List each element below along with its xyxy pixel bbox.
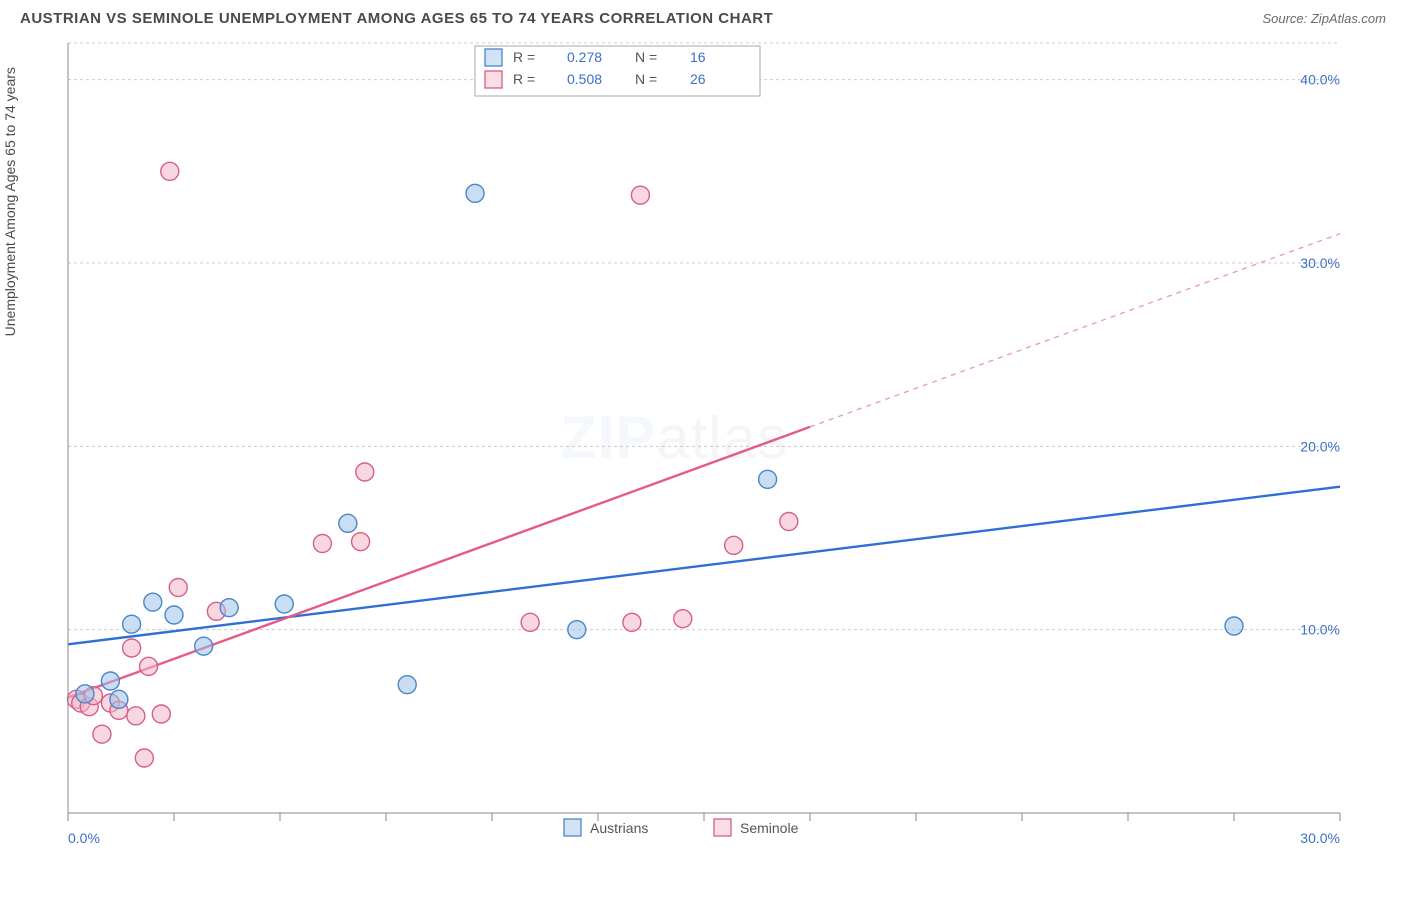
data-point-austrians	[144, 593, 162, 611]
data-point-seminole	[623, 613, 641, 631]
bottom-legend-swatch-seminole	[714, 819, 731, 836]
legend-n-value-austrians: 16	[690, 49, 706, 65]
regression-line-austrians	[68, 487, 1340, 645]
watermark: ZIPatlas	[560, 404, 788, 471]
data-point-seminole	[152, 705, 170, 723]
correlation-scatter-chart: ZIPatlas 0.0% 30.0% 10.0% 20.0% 30.0% 40.0% R =…	[20, 33, 1360, 893]
regression-line-seminole-extrapolated	[810, 234, 1340, 427]
data-point-seminole	[161, 162, 179, 180]
x-tick-label: 30.0%	[1300, 830, 1340, 846]
chart-wrapper: Unemployment Among Ages 65 to 74 years Z…	[20, 33, 1386, 893]
data-point-seminole	[313, 535, 331, 553]
y-tick-label: 40.0%	[1300, 72, 1340, 88]
data-point-seminole	[725, 536, 743, 554]
legend-n-label: N =	[635, 49, 657, 65]
data-point-seminole	[352, 533, 370, 551]
data-point-austrians	[165, 606, 183, 624]
source-site: ZipAtlas.com	[1311, 11, 1386, 26]
x-tick-label: 0.0%	[68, 830, 100, 846]
data-point-seminole	[521, 613, 539, 631]
source-prefix: Source:	[1262, 11, 1310, 26]
data-point-austrians	[568, 621, 586, 639]
bottom-legend-swatch-austrians	[564, 819, 581, 836]
regression-line-seminole	[68, 427, 810, 698]
data-point-seminole	[140, 657, 158, 675]
data-point-austrians	[759, 470, 777, 488]
data-point-seminole	[674, 610, 692, 628]
chart-header: AUSTRIAN VS SEMINOLE UNEMPLOYMENT AMONG …	[20, 10, 1386, 27]
y-tick-label: 20.0%	[1300, 438, 1340, 454]
data-point-seminole	[127, 707, 145, 725]
data-point-austrians	[398, 676, 416, 694]
data-point-austrians	[275, 595, 293, 613]
bottom-legend-label-seminole: Seminole	[740, 820, 799, 836]
data-point-austrians	[466, 184, 484, 202]
data-point-austrians	[339, 514, 357, 532]
legend-r-label: R =	[513, 71, 535, 87]
source-attribution: Source: ZipAtlas.com	[1262, 11, 1386, 26]
legend-r-value-austrians: 0.278	[567, 49, 602, 65]
data-point-seminole	[123, 639, 141, 657]
y-tick-label: 10.0%	[1300, 622, 1340, 638]
data-point-austrians	[1225, 617, 1243, 635]
data-point-seminole	[631, 186, 649, 204]
legend-r-label: R =	[513, 49, 535, 65]
legend-n-value-seminole: 26	[690, 71, 706, 87]
data-point-austrians	[101, 672, 119, 690]
legend-swatch-seminole	[485, 71, 502, 88]
data-point-seminole	[169, 579, 187, 597]
data-point-seminole	[780, 513, 798, 531]
y-axis-label: Unemployment Among Ages 65 to 74 years	[2, 67, 18, 336]
data-point-austrians	[220, 599, 238, 617]
bottom-legend-label-austrians: Austrians	[590, 820, 648, 836]
chart-title: AUSTRIAN VS SEMINOLE UNEMPLOYMENT AMONG …	[20, 10, 773, 27]
y-tick-label: 30.0%	[1300, 255, 1340, 271]
data-point-austrians	[110, 690, 128, 708]
legend-swatch-austrians	[485, 49, 502, 66]
data-point-seminole	[93, 725, 111, 743]
legend-r-value-seminole: 0.508	[567, 71, 602, 87]
data-point-seminole	[356, 463, 374, 481]
data-point-seminole	[135, 749, 153, 767]
legend-n-label: N =	[635, 71, 657, 87]
data-point-austrians	[123, 615, 141, 633]
data-point-austrians	[195, 637, 213, 655]
data-point-austrians	[76, 685, 94, 703]
